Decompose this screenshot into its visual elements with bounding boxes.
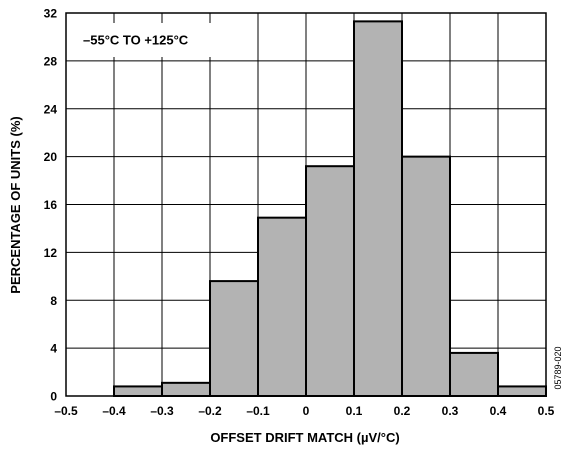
histogram-bar [161, 381, 211, 398]
figure-id: 05789-020 [553, 346, 563, 389]
y-tick-label: 12 [44, 246, 58, 260]
y-tick-label: 16 [44, 198, 58, 212]
y-tick-label: 24 [44, 102, 58, 116]
histogram-bar [209, 280, 259, 398]
histogram-bar [113, 385, 163, 397]
histogram-bar [497, 385, 547, 397]
x-tick-label: 0.2 [394, 404, 411, 418]
annotation-box [72, 23, 222, 57]
temperature-annotation: –55°C TO +125°C [83, 33, 189, 48]
x-tick-label: 0.5 [538, 404, 555, 418]
histogram-bar [401, 155, 451, 397]
y-tick-label: 20 [44, 150, 58, 164]
y-tick-labels: 0 4 8 12 16 20 24 28 32 [44, 7, 58, 404]
x-tick-labels: –0.5 –0.4 –0.3 –0.2 –0.1 0 0.1 0.2 0.3 0.4 0.5 [54, 404, 554, 418]
x-tick-label: –0.1 [246, 404, 270, 418]
histogram-bar [257, 216, 307, 397]
x-tick-label: –0.3 [150, 404, 174, 418]
x-axis-label: OFFSET DRIFT MATCH (µV/°C) [210, 430, 399, 445]
plot-frame [65, 12, 547, 397]
x-tick-label: 0.3 [442, 404, 459, 418]
x-tick-label: –0.5 [54, 404, 78, 418]
y-tick-label: 28 [44, 54, 58, 68]
x-tick-label: –0.2 [198, 404, 222, 418]
y-tick-label: 32 [44, 7, 58, 21]
x-tick-label: 0 [303, 404, 310, 418]
x-tick-label: –0.4 [102, 404, 126, 418]
x-tick-label: 0.1 [346, 404, 363, 418]
histogram-bar [449, 351, 499, 398]
x-tick-label: 0.4 [490, 404, 507, 418]
y-tick-label: 0 [50, 390, 57, 404]
bars [113, 20, 547, 398]
histogram-bar [353, 20, 403, 398]
y-tick-label: 8 [50, 294, 57, 308]
histogram-bar [305, 165, 355, 397]
y-tick-label: 4 [50, 342, 57, 356]
y-axis-label: PERCENTAGE OF UNITS (%) [8, 116, 23, 293]
